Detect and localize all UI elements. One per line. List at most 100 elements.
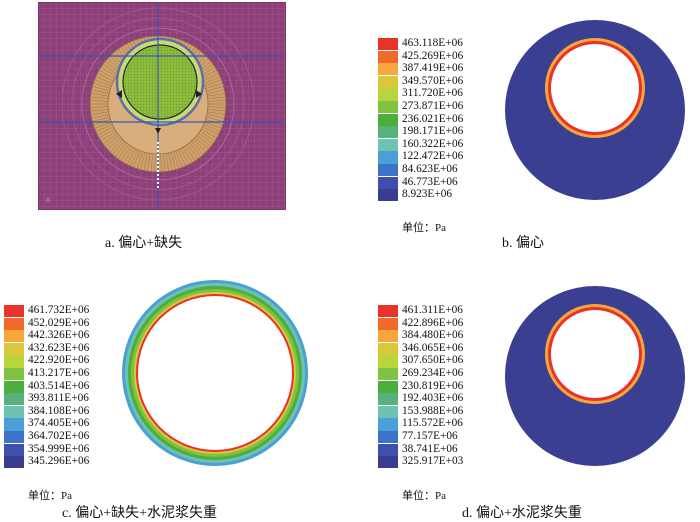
- legend-swatch: [378, 368, 398, 381]
- legend-swatch: [4, 405, 24, 418]
- legend-swatch: [378, 330, 398, 343]
- mesh-ray: [143, 152, 148, 171]
- legend-label: 160.322E+06: [402, 137, 464, 150]
- mesh-ray: [180, 148, 190, 165]
- legend-swatch: [4, 456, 24, 469]
- legend-swatch: [4, 317, 24, 330]
- mesh-ray: [91, 114, 110, 119]
- mesh-ray: [93, 82, 111, 89]
- legend-swatch: [378, 101, 398, 114]
- mesh-ray: [207, 96, 226, 100]
- legend-label: 393.811E+06: [28, 392, 89, 405]
- legend-label: 364.702E+06: [28, 430, 90, 442]
- legend-swatch: [4, 342, 24, 355]
- legend-label: 346.065E+06: [402, 341, 464, 354]
- mesh-ray: [206, 116, 224, 122]
- mesh-ray: [194, 137, 209, 150]
- mesh-ray: [175, 150, 183, 168]
- legend-label: 461.732E+06: [28, 304, 90, 316]
- legend-swatch: [4, 443, 24, 456]
- mesh-ray: [204, 121, 222, 129]
- legend-label: 387.419E+06: [402, 62, 464, 75]
- unit-label-d: 单位：Pa: [402, 490, 446, 502]
- mesh-ray: [95, 76, 113, 84]
- stress-plot-c: [122, 280, 308, 466]
- legend-swatch: [378, 164, 398, 177]
- mesh-ray: [117, 144, 129, 160]
- caption-a: a. 偏心+缺失: [105, 236, 183, 251]
- mesh-ray: [201, 128, 218, 139]
- legend-label: 84.623E+06: [402, 163, 458, 175]
- mesh-ray: [130, 149, 138, 167]
- mesh-ray: [182, 147, 193, 164]
- legend-swatch: [4, 355, 24, 368]
- legend-b: 463.118E+06 425.269E+06 387.419E+06 349.570…: [378, 37, 488, 208]
- mesh-ray: [107, 137, 122, 150]
- mesh-ray: [97, 72, 114, 82]
- stress-plot-d: [505, 286, 685, 466]
- mesh-ray: [123, 147, 134, 164]
- corner-mark: x: [46, 195, 50, 204]
- legend-swatch: [378, 38, 398, 51]
- mesh-ray: [207, 111, 226, 115]
- legend-swatch: [378, 393, 398, 406]
- legend-swatch: [378, 317, 398, 330]
- mesh-ray: [150, 153, 154, 172]
- mesh-ray: [196, 135, 212, 147]
- legend-swatch: [378, 380, 398, 393]
- mesh-ray: [94, 121, 112, 129]
- legend-swatch: [378, 138, 398, 151]
- mesh-ray: [92, 116, 110, 122]
- legend-swatch: [378, 418, 398, 431]
- legend-swatch: [4, 368, 24, 381]
- legend-swatch: [378, 126, 398, 139]
- legend-label: 422.896E+06: [402, 316, 464, 329]
- mesh-ray: [91, 89, 110, 94]
- legend-label: 115.572E+06: [402, 417, 463, 430]
- mesh-ray: [202, 72, 219, 82]
- legend-label: 403.514E+06: [28, 379, 90, 392]
- mesh-ray: [104, 135, 120, 147]
- mesh-ray: [112, 140, 125, 155]
- legend-label: 452.029E+06: [28, 316, 90, 329]
- mesh-ray: [178, 149, 186, 167]
- wellbore-hole: [551, 310, 639, 398]
- legend-label: 325.917E+03: [402, 455, 464, 468]
- legend-swatch: [4, 380, 24, 393]
- legend-swatch: [378, 50, 398, 63]
- unit-label-b: 单位：Pa: [402, 222, 446, 234]
- legend-label: 198.171E+06: [402, 125, 464, 138]
- legend-label: 354.999E+06: [28, 442, 90, 455]
- mesh-ray: [90, 100, 109, 102]
- mesh-ray: [94, 79, 112, 87]
- mesh-ray: [90, 93, 109, 97]
- unit-label-c: 单位：Pa: [28, 490, 72, 502]
- mesh-ray: [109, 139, 123, 153]
- legend-label: 432.623E+06: [28, 341, 90, 354]
- legend-label: 38.741E+06: [402, 442, 458, 455]
- mesh-ray: [102, 133, 118, 145]
- mesh-ray: [90, 106, 109, 108]
- legend-label: 349.570E+06: [402, 74, 464, 87]
- mesh-ray: [207, 106, 226, 108]
- mesh-ray: [191, 140, 204, 155]
- legend-swatch: [4, 418, 24, 431]
- mesh-ray: [206, 89, 225, 94]
- legend-swatch: [378, 342, 398, 355]
- legend-swatch: [378, 456, 398, 469]
- mesh-ray: [187, 144, 199, 160]
- legend-label: 153.988E+06: [402, 404, 464, 417]
- mesh-ray: [206, 114, 225, 119]
- legend-label: 425.269E+06: [402, 49, 464, 62]
- legend-label: 236.021E+06: [402, 112, 464, 125]
- panel-a: x a. 偏心+缺失: [0, 0, 350, 260]
- legend-swatch: [4, 431, 24, 444]
- legend-c: 461.732E+06 452.029E+06 442.326E+06 432.623…: [4, 304, 114, 475]
- wellbore-hole: [551, 44, 639, 132]
- legend-label: 230.819E+06: [402, 379, 464, 392]
- mesh-ray: [90, 108, 109, 112]
- mesh-ray: [185, 145, 196, 162]
- panel-b: 463.118E+06 425.269E+06 387.419E+06 349.570…: [350, 0, 700, 260]
- mesh-ray: [98, 128, 115, 139]
- mesh-ray: [140, 152, 146, 170]
